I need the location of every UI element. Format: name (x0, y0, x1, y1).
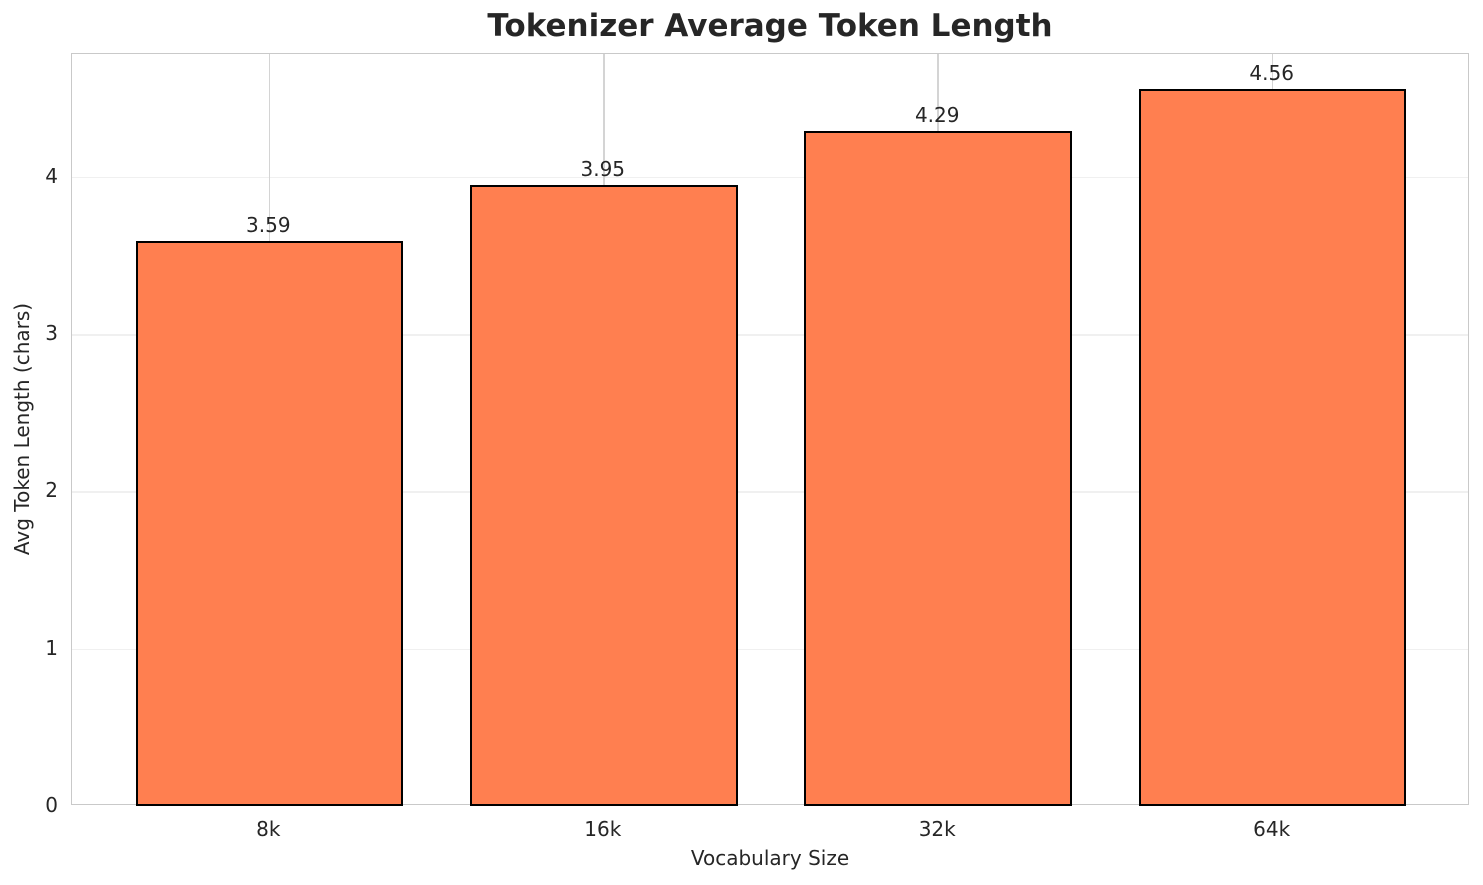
y-tick-label: 0 (45, 793, 58, 817)
chart-title: Tokenizer Average Token Length (487, 8, 1053, 44)
y-gridline (72, 334, 1468, 336)
bar (135, 241, 404, 806)
bar (469, 184, 738, 806)
y-tick-label: 4 (45, 163, 58, 188)
x-tick-label: 64k (1253, 817, 1291, 841)
bar (1138, 88, 1407, 806)
y-gridline (72, 491, 1468, 493)
y-tick-label: 2 (45, 478, 58, 503)
bar-value-label: 4.56 (1249, 60, 1294, 85)
y-tick-label: 3 (45, 321, 58, 346)
bar-value-label: 4.29 (914, 103, 960, 128)
y-tick-label: 1 (45, 635, 58, 660)
x-axis-label: Vocabulary Size (690, 846, 850, 870)
y-gridline (72, 648, 1468, 651)
bar-value-label: 3.59 (246, 213, 291, 238)
bar-value-label: 3.95 (580, 156, 626, 181)
x-tick-label: 16k (584, 817, 622, 841)
plot-area (71, 53, 1469, 806)
bar (804, 131, 1072, 806)
y-gridline (72, 176, 1468, 179)
x-tick-label: 32k (918, 817, 956, 841)
x-tick-label: 8k (256, 817, 281, 841)
